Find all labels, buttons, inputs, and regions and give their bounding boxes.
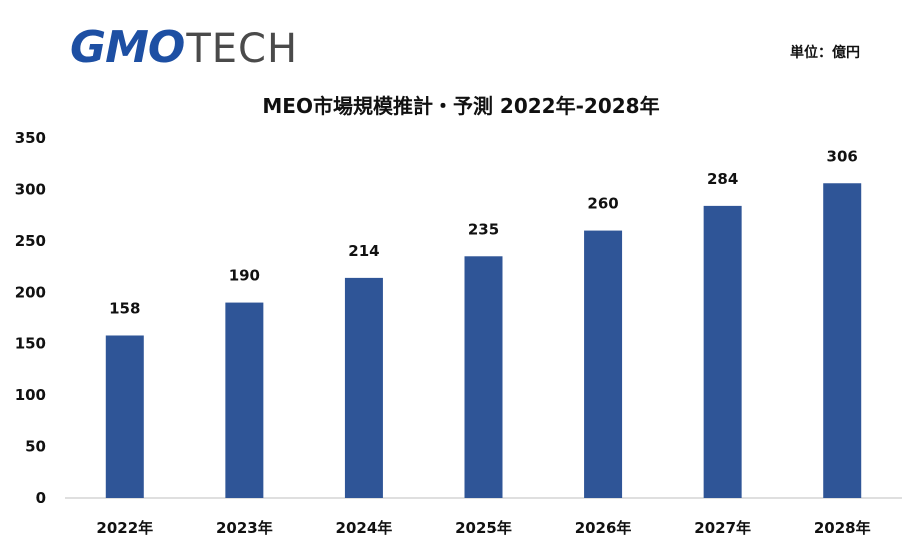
bar-2023年 — [225, 302, 264, 498]
x-tick-label: 2028年 — [814, 519, 871, 537]
bar-2024年 — [344, 277, 383, 498]
company-logo: GMO TECH — [70, 22, 298, 73]
unit-label: 単位：億円 — [790, 45, 860, 61]
y-tick-label: 200 — [15, 283, 46, 301]
logo-tech-text: TECH — [186, 26, 299, 72]
data-label: 190 — [229, 267, 260, 285]
y-tick-label: 0 — [36, 489, 46, 507]
bar-2027年 — [703, 205, 742, 498]
bar-2025年 — [464, 256, 503, 498]
y-tick-label: 50 — [25, 438, 46, 456]
x-tick-label: 2025年 — [455, 519, 512, 537]
logo-gmo-text: GMO — [70, 22, 185, 73]
x-tick-label: 2027年 — [694, 519, 751, 537]
data-label: 284 — [707, 170, 738, 188]
data-label: 306 — [827, 147, 858, 165]
data-label: 235 — [468, 220, 499, 238]
x-tick-label: 2023年 — [216, 519, 273, 537]
bar-2022年 — [105, 335, 144, 498]
bar-2028年 — [823, 183, 862, 498]
x-tick-label: 2026年 — [575, 519, 632, 537]
y-tick-label: 300 — [15, 180, 46, 198]
y-tick-label: 150 — [15, 335, 46, 353]
data-label: 260 — [587, 195, 618, 213]
y-tick-label: 350 — [15, 129, 46, 147]
x-tick-label: 2022年 — [96, 519, 153, 537]
bar-2026年 — [584, 230, 623, 499]
y-tick-label: 100 — [15, 386, 46, 404]
x-tick-label: 2024年 — [336, 519, 393, 537]
data-label: 158 — [109, 299, 140, 317]
chart-title: MEO市場規模推計・予測 2022年-2028年 — [262, 94, 660, 118]
y-tick-label: 250 — [15, 232, 46, 250]
data-label: 214 — [348, 242, 379, 260]
